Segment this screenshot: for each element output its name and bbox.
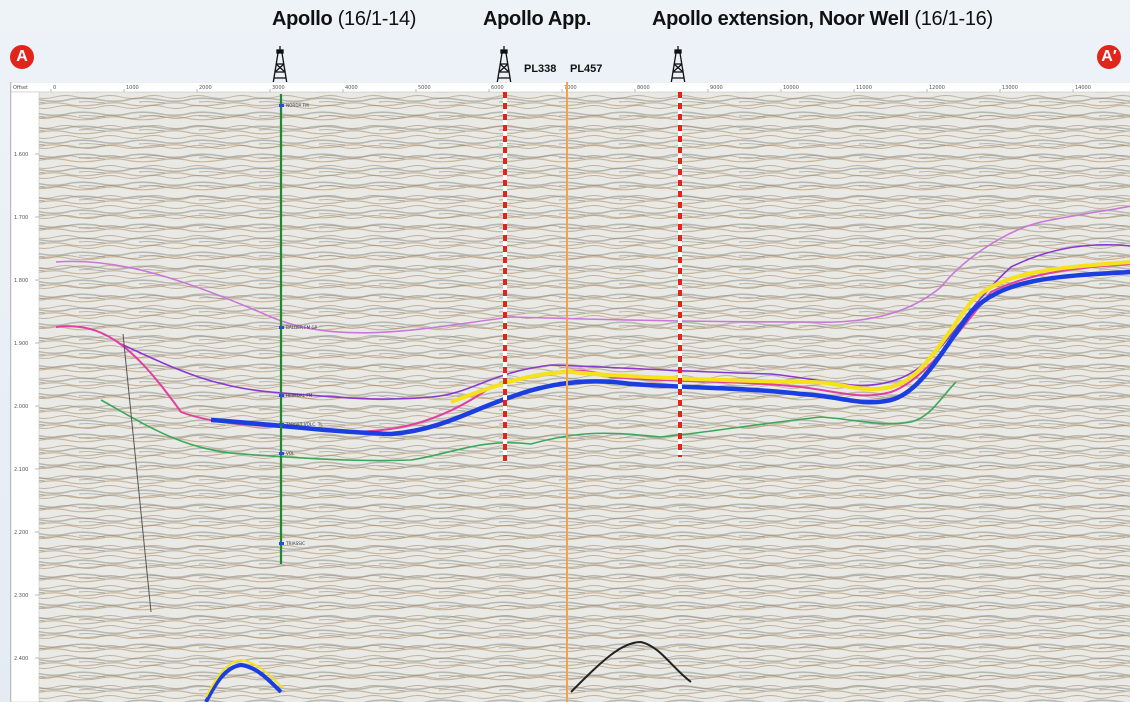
header: Apollo (16/1-14) Apollo App. Apollo exte…: [0, 0, 1130, 86]
x-axis-ticks: 0 1000 2000 3000 4000 5000 6000 7000 8000 9000 100…: [50, 85, 1091, 92]
deep-reflector: [205, 658, 284, 698]
drilling-rig-icon: [495, 46, 513, 86]
well-name: Apollo App.: [483, 8, 592, 30]
seismic-section: Offset 0 1000 2000 3000 4000 5000 6000 7000 8000…: [10, 82, 1130, 702]
x-tick-label: 7000: [564, 85, 577, 91]
deep-reflector: [204, 662, 283, 702]
time-axis: [11, 91, 40, 702]
y-tick-label: 2.100: [14, 467, 28, 473]
x-tick-label: 11000: [856, 85, 872, 91]
y-tick-label: 1.800: [14, 278, 28, 284]
x-tick-label: 5000: [418, 85, 431, 91]
x-tick-label: 6000: [491, 85, 504, 91]
x-tick-label: 8000: [637, 85, 650, 91]
x-tick-label: 12000: [929, 85, 945, 91]
well-name: Apollo extension, Noor Well: [652, 8, 910, 30]
horizon-base: [100, 381, 957, 462]
horizon-balder: [55, 205, 1130, 334]
horizon-label: TRIASSIC: [285, 541, 305, 546]
y-tick-label: 1.900: [14, 341, 28, 347]
horizon-label: VOL: [286, 451, 295, 456]
x-tick-label: 10000: [783, 85, 799, 91]
seismic-texture: [39, 92, 1130, 702]
y-tick-label: 2.000: [14, 404, 28, 410]
marker-a-prime: A′: [1097, 45, 1121, 69]
x-tick-label: 0: [53, 85, 56, 91]
well-id: (16/1-14): [337, 8, 417, 30]
reservoir-blue: [210, 269, 1130, 437]
seismic-canvas: Offset 0 1000 2000 3000 4000 5000 6000 7000 8000…: [11, 82, 1130, 702]
x-tick-label: 9000: [710, 85, 723, 91]
y-tick-label: 2.300: [14, 593, 28, 599]
horizon-label: BALDER FM GP: [286, 325, 318, 330]
drilling-rig-icon: [669, 46, 687, 86]
y-tick-label: 1.600: [14, 152, 28, 158]
well-name: Apollo: [272, 8, 333, 30]
x-tick-label: 3000: [272, 85, 285, 91]
well-title-apollo-extension: Apollo extension, Noor Well (16/1-16): [652, 8, 993, 31]
fault-line: [122, 333, 152, 613]
horizon-label: NORDA FM: [286, 103, 309, 108]
marker-a: A: [10, 45, 34, 69]
y-tick-label: 2.400: [14, 656, 28, 662]
block-label-right: PL457: [570, 63, 603, 75]
y-axis-ticks: 1.600 1.700 1.800 1.900 2.000 2.100 2.200 2.300…: [14, 152, 39, 662]
well-title-apollo-app: Apollo App.: [483, 8, 591, 31]
reservoir-yellow: [450, 260, 1130, 404]
x-tick-label: 14000: [1075, 85, 1091, 91]
x-tick-label: 1000: [126, 85, 139, 91]
y-tick-label: 2.200: [14, 530, 28, 536]
y-tick-label: 1.700: [14, 215, 28, 221]
offset-axis: [11, 82, 1130, 93]
well-id: (16/1-16): [914, 8, 993, 30]
x-tick-label: 4000: [345, 85, 358, 91]
horizon-label: HEIMDAL FM: [286, 393, 313, 398]
block-label-left: PL338: [524, 63, 557, 75]
offset-axis-label: Offset: [13, 85, 28, 91]
x-tick-label: 2000: [199, 85, 212, 91]
deep-reflector: [570, 640, 692, 693]
well-markers: [279, 104, 284, 545]
x-tick-label: 13000: [1002, 85, 1018, 91]
horizon-label: TARGET VOLC. TL: [285, 422, 323, 427]
well-title-apollo: Apollo (16/1-14): [272, 8, 416, 31]
